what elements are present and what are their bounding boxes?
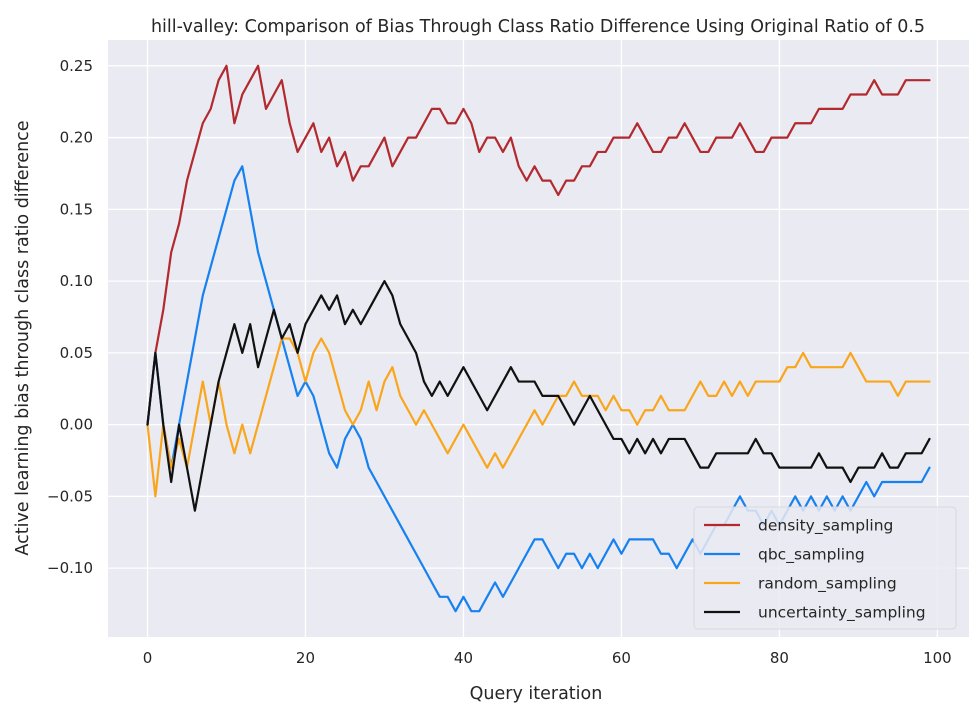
legend: density_sampling qbc_sampling random_sampl…	[693, 506, 957, 630]
series-line-random-sampling	[146, 337, 931, 498]
y-tick-label: 0.20	[60, 129, 93, 147]
y-tick-label: 0.05	[60, 344, 93, 362]
legend-label: random_sampling	[758, 575, 897, 594]
x-tick-label: 80	[770, 649, 789, 667]
series-lines	[146, 64, 931, 613]
chart-title: hill-valley: Comparison of Bias Through …	[151, 17, 925, 37]
y-tick-labels: −0.10 −0.05 0.00 0.05 0.10 0.15 0.20 0.25	[47, 57, 93, 577]
x-axis-label: Query iteration	[470, 684, 603, 704]
x-tick-label: 20	[296, 649, 315, 667]
x-tick-label: 60	[612, 649, 631, 667]
y-tick-label: −0.05	[47, 487, 93, 505]
y-tick-label: 0.15	[60, 200, 93, 218]
x-tick-label: 40	[454, 649, 473, 667]
series-line-density-sampling	[146, 64, 931, 426]
grid-lines	[108, 40, 969, 637]
legend-label: density_sampling	[758, 517, 893, 536]
legend-box	[693, 506, 957, 630]
legend-label: qbc_sampling	[758, 546, 865, 565]
y-tick-label: 0.10	[60, 272, 93, 290]
x-tick-label: 100	[923, 649, 952, 667]
x-tick-labels: 0 20 40 60 80 100	[143, 649, 952, 667]
y-tick-label: 0.00	[60, 416, 93, 434]
y-tick-label: −0.10	[47, 559, 93, 577]
y-axis-label: Active learning bias through class ratio…	[13, 120, 33, 555]
series-line-uncertainty-sampling	[146, 280, 931, 512]
y-tick-label: 0.25	[60, 57, 93, 75]
x-tick-label: 0	[143, 649, 153, 667]
legend-label: uncertainty_sampling	[758, 604, 926, 623]
